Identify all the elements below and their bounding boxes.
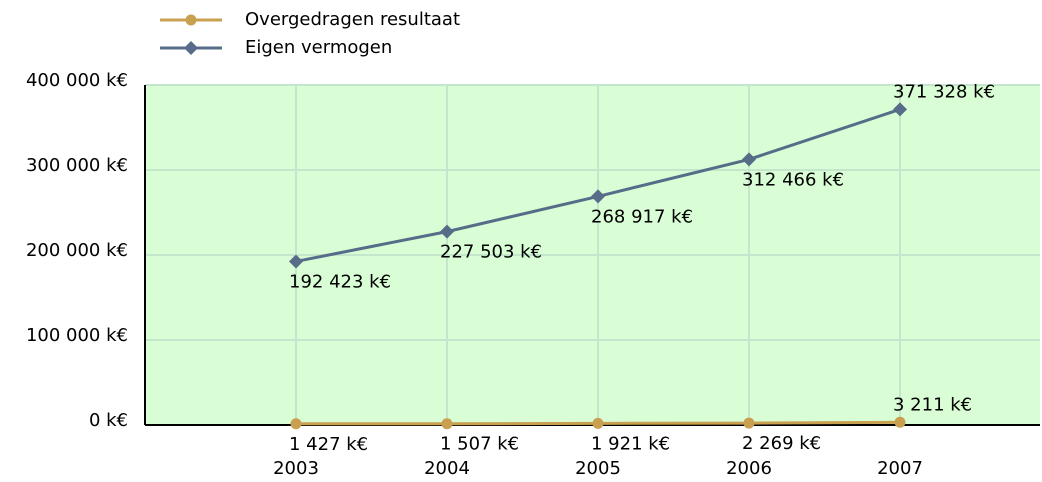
data-label: 2 269 k€ [742,433,821,454]
data-label: 1 427 k€ [289,434,368,455]
y-tick-label: 200 000 k€ [26,240,128,261]
y-tick-label: 300 000 k€ [26,155,128,176]
legend-marker [185,14,197,26]
x-tick-label: 2004 [424,458,470,479]
data-label: 227 503 k€ [440,242,542,263]
x-tick-label: 2007 [877,458,923,479]
data-point [742,152,756,167]
data-point [591,189,605,204]
data-point [290,418,302,430]
x-tick-label: 2003 [273,458,319,479]
data-label: 312 466 k€ [742,169,844,190]
data-label: 1 921 k€ [591,433,670,454]
data-label: 371 328 k€ [893,81,995,102]
data-point [440,224,454,239]
data-label: 192 423 k€ [289,271,391,292]
data-point [743,417,755,429]
data-point [893,102,907,117]
y-tick-label: 0 k€ [89,410,128,431]
data-point [441,418,453,430]
legend-marker [184,41,198,55]
data-label: 3 211 k€ [893,394,972,415]
data-point [289,254,303,269]
legend-label: Overgedragen resultaat [245,9,460,30]
data-point [592,417,604,429]
data-label: 1 507 k€ [440,434,519,455]
y-tick-label: 400 000 k€ [26,70,128,91]
y-tick-label: 100 000 k€ [26,325,128,346]
x-tick-label: 2006 [726,458,772,479]
x-tick-label: 2005 [575,458,621,479]
data-point [894,416,906,428]
data-label: 268 917 k€ [591,206,693,227]
legend-label: Eigen vermogen [245,37,392,58]
